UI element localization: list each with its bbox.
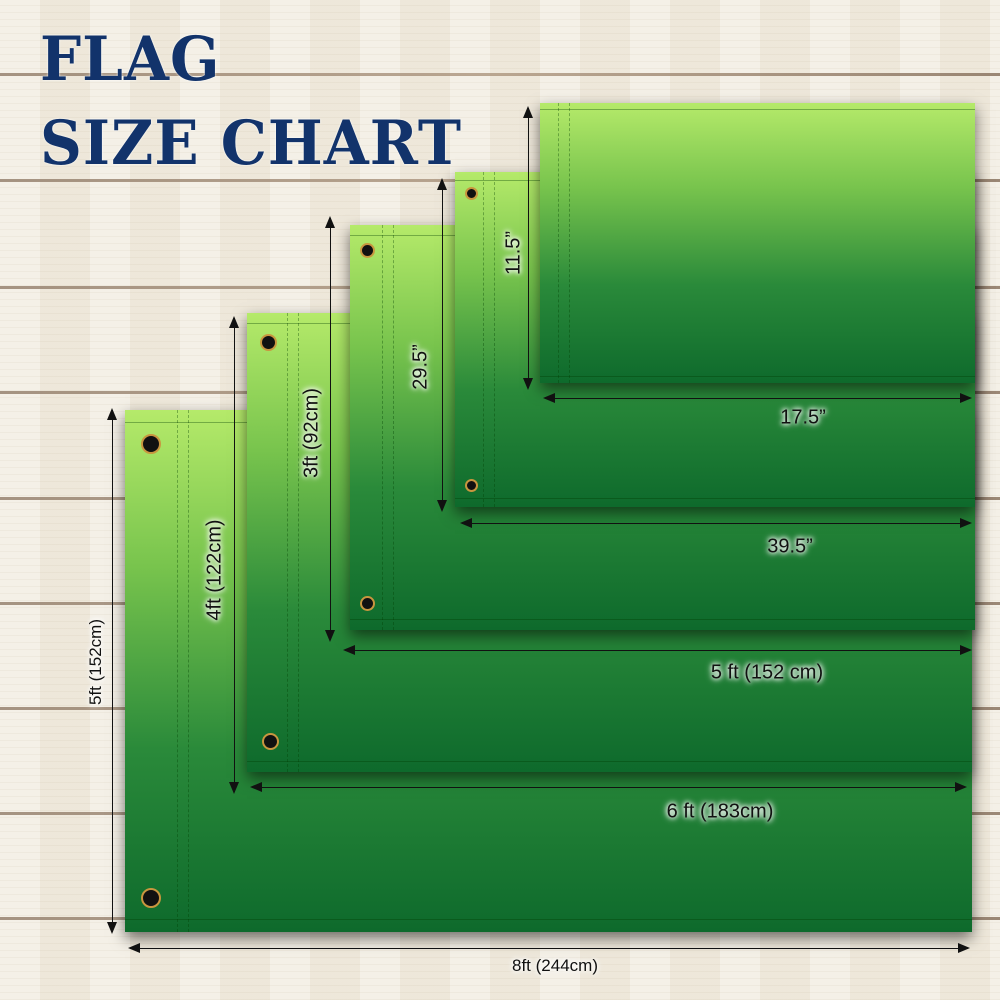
grommet-icon [360,596,375,611]
grommet-icon [260,334,277,351]
height-arrow-flag-2 [229,316,239,794]
height-arrow-flag-4 [437,178,447,512]
width-arrow-flag-2 [250,782,967,792]
width-label-flag-2: 6 ft (183cm) [666,800,774,823]
width-label-flag-4: 39.5” [767,535,813,558]
height-arrow-flag-5 [523,106,533,390]
width-label-flag-3: 5 ft (152 cm) [710,661,824,684]
height-label-flag-2: 4ft (122cm) [203,519,226,621]
width-arrow-flag-3 [343,645,972,655]
height-label-flag-1: 5ft (152cm) [86,619,105,705]
width-label-flag-5: 17.5” [780,406,826,429]
grommet-icon [360,243,375,258]
height-label-flag-4: 29.5” [409,344,432,390]
title-line-2: SIZE CHART [40,107,463,179]
width-arrow-flag-4 [460,518,972,528]
flag-17.5x11.5in [540,103,975,383]
height-label-flag-3: 3ft (92cm) [300,387,323,479]
width-label-flag-1: 8ft (244cm) [512,956,598,975]
height-label-flag-5: 11.5” [502,230,525,276]
grommet-icon [465,187,478,200]
grommet-icon [465,479,478,492]
height-arrow-flag-3 [325,216,335,642]
width-arrow-flag-5 [543,393,972,403]
grommet-icon [141,434,161,454]
grommet-icon [262,733,279,750]
grommet-icon [141,888,161,908]
height-arrow-flag-1 [107,408,117,934]
title-line-1: FLAG [40,23,221,95]
width-arrow-flag-1 [128,943,970,953]
